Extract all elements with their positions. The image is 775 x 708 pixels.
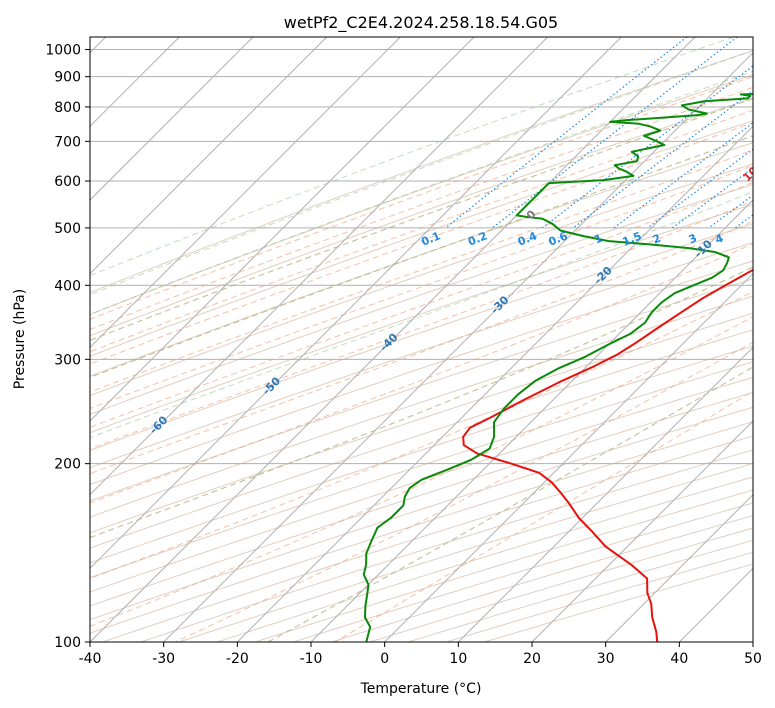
chart-title: wetPf2_C2E4.2024.258.18.54.G05 xyxy=(284,13,558,33)
y-tick-label: 400 xyxy=(54,278,81,294)
x-tick-label: 30 xyxy=(597,651,615,667)
mixing-ratio-lines xyxy=(445,37,753,229)
isotherm-line xyxy=(90,37,622,570)
dry-adiabat-line xyxy=(90,260,753,486)
dry-adiabat-line xyxy=(90,50,753,294)
x-tick-label: -20 xyxy=(226,651,249,667)
wet-bulb-line xyxy=(267,366,753,642)
dry-adiabat-line xyxy=(90,183,753,415)
axes: -40 -30 -20 -10 0 10 20 30 40 50 100 200 300 400 500 60… xyxy=(45,43,762,667)
x-axis-title: Temperature (°C) xyxy=(360,681,482,697)
mixing-ratio-line xyxy=(613,122,753,229)
dry-adiabat-line xyxy=(90,242,753,469)
dry-adiabat-line xyxy=(331,515,753,642)
x-tick-label: -10 xyxy=(300,651,323,667)
moist-adiabat-line xyxy=(90,291,753,579)
y-tick-label: 900 xyxy=(54,70,81,86)
dry-adiabat-line xyxy=(90,406,753,621)
isotherm-line xyxy=(90,37,696,642)
isotherm-line xyxy=(384,272,753,642)
dewpoint-line xyxy=(362,93,753,642)
moist-adiabat-line xyxy=(90,76,753,320)
y-tick-label: 200 xyxy=(54,457,81,473)
x-tick-label: -40 xyxy=(79,651,102,667)
dry-adiabat-line xyxy=(217,476,753,642)
wet-bulb-line xyxy=(90,37,734,277)
y-tick-label: 700 xyxy=(54,134,81,150)
x-tick-label: -30 xyxy=(152,651,175,667)
pressure-gridlines xyxy=(90,49,753,642)
dry-adiabat-line xyxy=(178,463,753,642)
isotherm-line xyxy=(236,125,753,642)
isotherm-line xyxy=(90,37,475,422)
x-tick-label: 10 xyxy=(449,651,467,667)
x-tick-label: 40 xyxy=(670,651,688,667)
moist-adiabat-line xyxy=(90,242,753,504)
dry-adiabat-line xyxy=(90,376,753,593)
isotherm-line xyxy=(605,493,753,642)
dry-adiabat-line xyxy=(90,120,753,357)
wet-bulb-line xyxy=(90,98,753,341)
dry-adiabat-line xyxy=(90,142,753,377)
mixing-ratio-label: 1 xyxy=(592,232,604,247)
mixing-ratio-label: 3 xyxy=(687,232,699,247)
y-tick-label: 300 xyxy=(54,352,81,368)
dry-adiabat-line xyxy=(140,449,753,642)
dry-adiabat-line xyxy=(293,502,753,642)
skewed-isotherms xyxy=(90,37,753,642)
isotherm-line xyxy=(90,37,401,349)
isotherm-line xyxy=(531,420,753,642)
wet-bulb-line xyxy=(90,266,753,539)
x-tick-label: 0 xyxy=(380,651,389,667)
dry-adiabat-line xyxy=(255,489,753,642)
y-axis-title: Pressure (hPa) xyxy=(12,289,28,389)
dry-adiabat-line xyxy=(90,329,753,549)
dry-adiabat-line xyxy=(90,278,753,502)
dry-adiabat-line xyxy=(102,435,753,642)
wet-bulb-line xyxy=(90,70,753,315)
mixing-ratio-line xyxy=(542,65,753,229)
isotherm-line xyxy=(163,51,753,642)
isotherm-line xyxy=(90,37,328,275)
wet-bulb-lines xyxy=(90,37,753,642)
y-tick-label: 100 xyxy=(54,635,81,651)
dry-adiabat-line xyxy=(90,295,753,518)
mixing-ratio-label: 2 xyxy=(651,232,663,247)
dry-adiabat-line xyxy=(90,97,753,337)
dry-adiabat-line xyxy=(90,163,753,397)
dry-adiabat-line xyxy=(90,203,753,434)
plot-area: -100-90-80-70-60-50-40-30-20-100.10.20.4… xyxy=(90,37,753,642)
isotherm-line xyxy=(90,37,254,201)
x-tick-label: 20 xyxy=(523,651,541,667)
profile-series xyxy=(362,93,753,642)
dry-adiabat-line xyxy=(90,74,753,316)
moist-adiabat-line xyxy=(90,164,753,410)
x-tick-label: 50 xyxy=(744,651,762,667)
dry-adiabat-line xyxy=(90,312,753,534)
dry-adiabat-line xyxy=(90,223,753,451)
y-tick-label: 600 xyxy=(54,174,81,190)
mixing-ratio-line xyxy=(672,167,753,229)
plot-frame xyxy=(89,36,754,643)
dry-adiabat-line xyxy=(90,421,753,634)
moist-adiabat-line xyxy=(90,109,753,353)
moist-adiabat-line xyxy=(90,86,753,331)
moist-adiabat-line xyxy=(90,200,753,450)
dry-adiabat-line xyxy=(90,391,753,607)
isotherm-line xyxy=(310,199,753,642)
y-tick-label: 800 xyxy=(54,100,81,116)
dry-adiabat-line xyxy=(90,345,753,564)
temperature-line xyxy=(462,268,753,642)
isotherm-line xyxy=(457,346,753,642)
y-tick-label: 500 xyxy=(54,221,81,237)
mixing-ratio-line xyxy=(445,37,688,229)
y-tick-label: 1000 xyxy=(45,43,81,59)
wet-bulb-line xyxy=(90,50,753,296)
dry-adiabat-line xyxy=(90,361,753,579)
dry-adiabat-line xyxy=(407,539,753,642)
isotherm-line xyxy=(90,37,549,496)
